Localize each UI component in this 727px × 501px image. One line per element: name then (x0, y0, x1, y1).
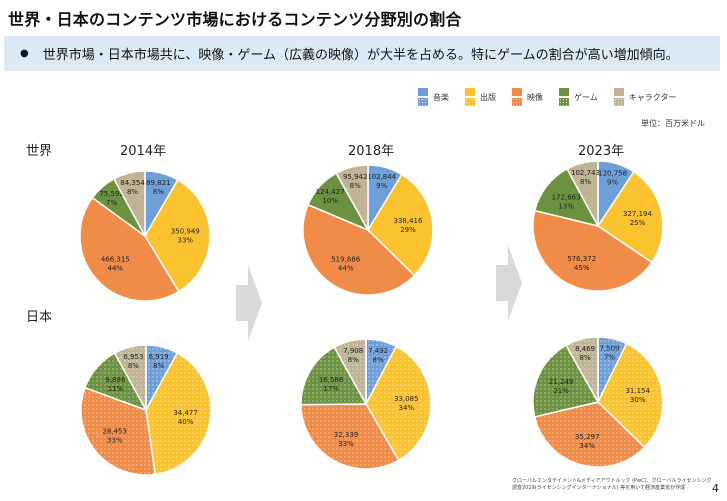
pie-data-label: 120,758 9% (598, 169, 627, 186)
pie-data-label: 124,427 10% (316, 188, 345, 205)
pie-data-label: 32,339 33% (334, 431, 359, 448)
pie-slice (113, 170, 146, 237)
legend-swatch (465, 88, 475, 96)
pie-data-label: 9,886 11% (105, 376, 126, 393)
chart-legend: 音楽 出版 映像 ゲーム キャラクター (418, 88, 692, 106)
pie-data-label: 7,509 7% (599, 345, 619, 362)
year-label-2018: 2018年 (348, 144, 395, 159)
pie-chart: 7,492 8% 33,085 34% 32,339 33% 16,586 17% 7,908 8… (300, 338, 432, 470)
pie-data-label: 16,586 17% (319, 376, 344, 393)
pie-chart: 102,844 9% 338,416 29% 519,886 44% 124,427 10%9… (302, 164, 434, 296)
pie-slice (532, 209, 653, 292)
pie-data-label: 6,919 8% (149, 353, 169, 370)
pie-data-label: 6,953 8% (123, 353, 143, 370)
pie-chart: 120,758 9% 327,194 25% 576,372 45% 172,663 13% 1… (532, 160, 664, 292)
year-label-2023: 2023年 (578, 144, 625, 159)
legend-item: 音楽 (418, 88, 449, 106)
pie-slice (333, 338, 367, 407)
pie-data-label: 466,315 44% (101, 255, 130, 272)
pie-data-label: 102,844 9% (367, 173, 396, 190)
legend-item: キャラクター (613, 88, 677, 106)
pie-chart: 6,919 8% 34,477 40% 28,453 33% 9,886 11% 6,953 8% (80, 344, 212, 476)
pie-slice (302, 203, 416, 296)
pie-data-label: 89,821 8% (146, 179, 171, 196)
pie-chart: 7,509 7% 31,154 30% 35,297 34% 21,249 21%8,469 8… (532, 336, 664, 468)
pie-slice (533, 167, 600, 228)
pie-data-label: 33,085 34% (394, 395, 419, 412)
pie-data-label: 95,942 8% (343, 173, 368, 190)
pie-data-label: 350,949 33% (171, 228, 200, 245)
legend-swatch-dotted (559, 98, 569, 106)
pie-data-label: 338,416 29% (394, 217, 423, 234)
pie-data-label: 34,477 40% (173, 409, 198, 426)
legend-label: キャラクター (628, 92, 677, 102)
summary-text: 世界市場・日本市場共に、映像・ゲーム（広義の映像）が大半を占める。特にゲームの割… (42, 48, 679, 63)
legend-swatch (559, 88, 569, 96)
page-title: 世界・日本のコンテンツ市場におけるコンテンツ分野別の割合 (8, 10, 462, 29)
pie-slice (597, 342, 664, 449)
pie-data-label: 84,354 8% (120, 179, 145, 196)
legend-item: ゲーム (559, 88, 598, 106)
pie-data-label: 7,908 8% (343, 347, 363, 364)
page-number: 4 (712, 482, 719, 495)
pie-slice (596, 170, 664, 264)
pie-data-label: 35,297 34% (575, 433, 600, 450)
pie-data-label: 21,249 21% (549, 378, 574, 395)
pie-data-label: 576,372 45% (567, 255, 596, 272)
row-label-japan: 日本 (26, 310, 53, 325)
pie-chart: 89,821 8% 350,949 33% 466,315 44% 75,592 7%84,3… (79, 170, 211, 302)
unit-label: 単位：百万米ドル (641, 119, 705, 128)
pie-slice (335, 164, 369, 233)
pie-data-label: 519,886 44% (331, 256, 360, 273)
row-label-world: 世界 (26, 144, 53, 159)
legend-swatch-dotted (613, 98, 624, 106)
legend-label: 映像 (527, 92, 543, 102)
pie-slice (145, 351, 212, 476)
year-label-2014: 2014年 (120, 144, 167, 159)
legend-swatch (512, 88, 522, 96)
legend-label: ゲーム (574, 92, 598, 102)
pie-data-label: 28,453 33% (102, 427, 127, 444)
pie-data-label: 172,663 13% (552, 193, 581, 210)
pie-data-label: 327,194 25% (623, 210, 652, 227)
pie-slice (79, 196, 180, 302)
bullet-icon: ● (20, 48, 29, 59)
legend-swatch (613, 88, 624, 96)
pie-slice (80, 386, 156, 476)
pie-data-label: 8,469 8% (575, 345, 595, 362)
pie-data-label: 75,592 7% (99, 190, 124, 207)
legend-item: 映像 (512, 88, 543, 106)
arrow-right-icon (496, 245, 522, 321)
source-note: グローバルエンタテイメント&メディアアウトルック (PwC)、グローバルライセン… (512, 478, 712, 491)
pie-data-label: 102,743 8% (571, 169, 600, 186)
summary-banner: ● 世界市場・日本市場共に、映像・ゲーム（広義の映像）が大半を占める。特にゲーム… (4, 36, 720, 71)
pie-data-label: 31,154 30% (625, 387, 650, 404)
legend-swatch (418, 88, 428, 96)
pie-slice (532, 344, 600, 418)
arrow-right-icon (236, 265, 262, 341)
pie-slice (113, 344, 147, 411)
legend-label: 音楽 (433, 92, 449, 102)
pie-slice (566, 160, 599, 227)
legend-label: 出版 (480, 92, 496, 102)
pie-slice (300, 346, 368, 406)
pie-slice (533, 401, 646, 468)
legend-swatch-dotted (418, 98, 428, 106)
legend-swatch-dotted (512, 98, 522, 106)
pie-slice (565, 336, 599, 405)
legend-item: 出版 (465, 88, 496, 106)
legend-swatch-dotted (465, 98, 475, 106)
pie-slice (300, 403, 400, 470)
pie-slice (367, 173, 434, 277)
pie-slice (144, 178, 211, 293)
pie-data-label: 7,492 8% (368, 347, 388, 364)
